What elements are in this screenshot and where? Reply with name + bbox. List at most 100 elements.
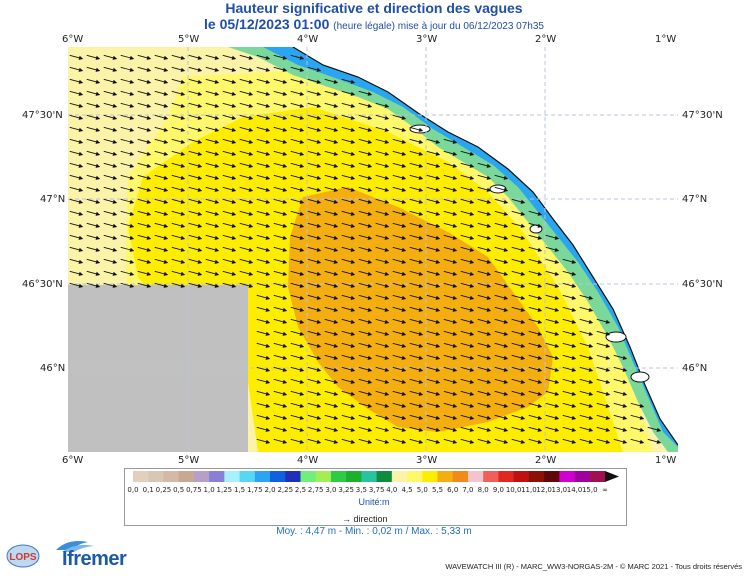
direction-arrow-head xyxy=(265,367,271,372)
direction-arrow-head xyxy=(571,427,577,432)
direction-arrow-head xyxy=(520,271,526,276)
direction-arrow-head xyxy=(537,307,543,312)
direction-arrow-head xyxy=(95,115,101,120)
direction-arrow-head xyxy=(452,163,458,168)
direction-arrow-head xyxy=(316,319,322,324)
direction-arrow-head xyxy=(469,439,475,444)
direction-arrow-head xyxy=(146,283,152,288)
color-scale-label: 14,0 xyxy=(566,486,583,494)
color-scale-swatch xyxy=(178,471,195,482)
direction-arrow-head xyxy=(571,331,577,336)
direction-arrow-head xyxy=(384,151,390,156)
direction-arrow-head xyxy=(299,379,305,384)
direction-arrow-head xyxy=(503,235,509,240)
direction-arrow-head xyxy=(333,415,339,420)
direction-arrow-head xyxy=(78,55,84,60)
direction-arrow-head xyxy=(486,415,492,420)
direction-arrow-head xyxy=(554,379,560,384)
lat-tick-right: 47°N xyxy=(682,194,708,205)
direction-arrow-head xyxy=(401,127,407,132)
direction-arrow-head xyxy=(265,331,271,336)
direction-arrow-head xyxy=(435,259,441,264)
direction-arrow-head xyxy=(486,283,492,288)
direction-arrow-head xyxy=(333,223,339,228)
color-scale-label: 2,0 xyxy=(264,486,276,494)
direction-arrow-head xyxy=(571,379,577,384)
direction-arrow-head xyxy=(316,163,322,168)
direction-arrow-head xyxy=(435,439,441,444)
direction-arrow-head xyxy=(146,271,152,276)
direction-arrow-head xyxy=(146,259,152,264)
direction-arrow-head xyxy=(418,319,424,324)
direction-arrow-head xyxy=(520,379,526,384)
direction-arrow-head xyxy=(299,163,305,168)
color-scale-label: 1,75 xyxy=(247,486,263,494)
direction-arrow-head xyxy=(520,343,526,348)
direction-arrow-head xyxy=(163,223,169,228)
direction-arrow-head xyxy=(231,259,237,264)
direction-arrow-head xyxy=(265,259,271,264)
direction-arrow-head xyxy=(350,427,356,432)
direction-arrow-head xyxy=(367,439,373,444)
lon-tick-bottom: 2°W xyxy=(535,455,557,466)
direction-arrow-head xyxy=(163,91,169,96)
direction-arrow-head xyxy=(112,79,118,84)
direction-arrow-head xyxy=(418,235,424,240)
direction-arrow-head xyxy=(588,427,594,432)
wave-height-map[interactable] xyxy=(68,47,678,452)
direction-arrow-head xyxy=(350,199,356,204)
direction-arrow-head xyxy=(469,343,475,348)
color-scale-swatch xyxy=(559,471,576,482)
direction-arrow-head xyxy=(333,307,339,312)
direction-arrow-head xyxy=(350,307,356,312)
direction-arrow-head xyxy=(503,343,509,348)
direction-arrow-head xyxy=(333,331,339,336)
direction-arrow-head xyxy=(146,247,152,252)
direction-arrow-head xyxy=(163,211,169,216)
direction-arrow-head xyxy=(554,439,560,444)
direction-arrow-head xyxy=(486,427,492,432)
direction-arrow-head xyxy=(401,247,407,252)
copyright-footer: WAVEWATCH III (R) - MARC_WW3-NORGAS-2M -… xyxy=(445,562,742,571)
direction-arrow-head xyxy=(554,247,560,252)
direction-arrow-head xyxy=(367,91,373,96)
direction-arrow-head xyxy=(265,403,271,408)
direction-arrow-head xyxy=(418,283,424,288)
direction-arrow-head xyxy=(231,55,237,60)
direction-arrow-head xyxy=(316,427,322,432)
direction-arrow-head xyxy=(486,307,492,312)
direction-arrow-head xyxy=(282,391,288,396)
direction-arrow-head xyxy=(316,391,322,396)
direction-arrow-head xyxy=(452,271,458,276)
direction-arrow-head xyxy=(418,367,424,372)
direction-arrow-head xyxy=(248,127,254,132)
direction-arrow-head xyxy=(350,403,356,408)
direction-arrow-head xyxy=(214,115,220,120)
direction-arrow-head xyxy=(639,427,645,432)
direction-arrow-head xyxy=(350,79,356,84)
direction-arrow-head xyxy=(299,235,305,240)
direction-arrow-head xyxy=(146,223,152,228)
direction-arrow-head xyxy=(129,271,135,276)
direction-arrow-head xyxy=(265,211,271,216)
direction-arrow-head xyxy=(333,391,339,396)
direction-arrow-head xyxy=(367,259,373,264)
direction-arrow-head xyxy=(282,103,288,108)
direction-arrow-head xyxy=(299,271,305,276)
direction-arrow-head xyxy=(605,379,611,384)
direction-arrow-head xyxy=(299,439,305,444)
direction-arrow-head xyxy=(452,391,458,396)
direction-arrow-head xyxy=(435,283,441,288)
direction-arrow-head xyxy=(435,331,441,336)
direction-arrow-head xyxy=(588,367,594,372)
direction-arrow-head xyxy=(469,211,475,216)
direction-arrow-head xyxy=(554,403,560,408)
direction-arrow-head xyxy=(299,319,305,324)
direction-arrow-head xyxy=(180,223,186,228)
map-title: Hauteur significative et direction des v… xyxy=(225,0,523,16)
direction-arrow-head xyxy=(452,247,458,252)
direction-arrow-head xyxy=(469,391,475,396)
direction-arrow-head xyxy=(214,103,220,108)
direction-legend: → direction xyxy=(342,514,388,524)
direction-arrow-head xyxy=(333,319,339,324)
